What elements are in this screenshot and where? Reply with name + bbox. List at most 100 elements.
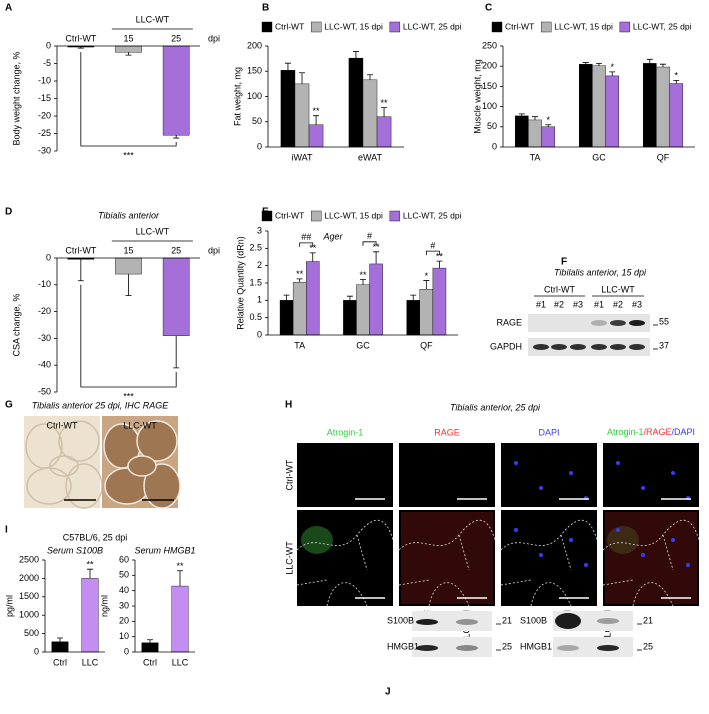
error-bar xyxy=(283,294,290,301)
chart-title: Tibialis anterior xyxy=(98,210,160,220)
band xyxy=(533,344,549,350)
fluorescence-image xyxy=(501,510,597,606)
band xyxy=(570,344,586,350)
row-label: HMGB1 xyxy=(520,641,552,651)
row-label: S100B xyxy=(520,615,547,625)
error-bar xyxy=(673,79,680,84)
blot xyxy=(528,314,650,332)
lane-label: #1 xyxy=(594,299,604,309)
y-tick-label: 2.5 xyxy=(249,243,262,253)
y-tick-label: -20 xyxy=(38,306,51,316)
muscle-fiber xyxy=(26,467,72,505)
column-label: RAGE xyxy=(434,427,460,437)
error-bar xyxy=(299,72,305,84)
column-label: DAPI xyxy=(538,427,559,437)
bar xyxy=(356,284,370,336)
y-axis-label: Relative Quantity (dRn) xyxy=(235,236,245,330)
legend-swatch xyxy=(261,21,273,33)
y-tick-label: 0.5 xyxy=(249,312,262,322)
fluorescence-image xyxy=(297,510,393,606)
band xyxy=(416,619,438,625)
legend-label: LLC-WT, 25 dpi xyxy=(403,210,462,220)
panel-letter: A xyxy=(5,3,12,14)
panel-letter: B xyxy=(262,3,269,14)
row-label: Ctrl-WT xyxy=(284,459,294,490)
y-tick-label: 20 xyxy=(119,616,129,626)
chart-title: Serum HMGB1 xyxy=(134,545,195,555)
y-tick-label: 50 xyxy=(119,570,129,580)
merge-part: /DAPI xyxy=(672,427,696,437)
y-tick-label: 50 xyxy=(252,116,262,126)
error-bar xyxy=(125,274,132,296)
error-bar xyxy=(309,252,316,262)
nucleus xyxy=(569,471,573,475)
significance-label: ** xyxy=(86,560,94,570)
x-tick-label: GC xyxy=(356,340,370,350)
x-tick-label: QF xyxy=(420,340,433,350)
comparison-label: # xyxy=(430,241,435,251)
panel-letter: C xyxy=(485,3,492,14)
x-tick-label: TA xyxy=(294,340,305,350)
chart-title: Serum S100B xyxy=(47,545,103,555)
y-tick-label: 0 xyxy=(257,329,262,339)
bar xyxy=(348,57,364,148)
legend-swatch xyxy=(311,210,322,222)
x-tick-label: 25 xyxy=(171,33,181,43)
error-bar xyxy=(173,135,180,139)
nucleus xyxy=(616,461,620,465)
band xyxy=(597,645,619,651)
merge-part: /RAGE xyxy=(644,427,672,437)
y-tick-label: 1 xyxy=(257,295,262,305)
y-tick-label: -40 xyxy=(38,360,51,370)
nucleus xyxy=(514,528,518,532)
nucleus xyxy=(686,563,690,567)
error-bar xyxy=(177,570,183,587)
nucleus xyxy=(584,563,588,567)
group-label: Ctrl-WT xyxy=(544,284,575,294)
x-tick-label: Ctrl-WT xyxy=(65,245,96,255)
bar xyxy=(406,300,420,336)
nucleus xyxy=(539,486,543,490)
bar xyxy=(642,63,657,148)
error-bar xyxy=(660,63,666,68)
error-bar xyxy=(367,74,373,80)
column-label: Atrogin-1 xyxy=(327,427,364,437)
x-tick-label: LLC xyxy=(172,657,189,667)
x-tick-label: iWAT xyxy=(292,152,313,162)
y-tick-label: 2500 xyxy=(19,554,39,564)
bar xyxy=(605,75,620,148)
y-tick-label: 200 xyxy=(247,40,262,50)
y-tick-label: 3 xyxy=(257,225,262,235)
x-tick-label: eWAT xyxy=(358,152,383,162)
band xyxy=(416,645,438,651)
y-tick-label: 0 xyxy=(46,40,51,50)
lane-label: #3 xyxy=(632,299,642,309)
fiber-outline xyxy=(398,519,496,607)
error-bar xyxy=(609,71,616,76)
nucleus xyxy=(671,538,675,542)
nucleus xyxy=(569,538,573,542)
row-label: GAPDH xyxy=(490,341,522,351)
x-tick-label: Ctrl xyxy=(53,657,67,667)
panel-letter: D xyxy=(5,207,12,218)
x-tick-label: TA xyxy=(530,152,541,162)
bar xyxy=(162,45,190,136)
y-tick-label: 0 xyxy=(492,141,497,151)
error-bar xyxy=(125,52,132,56)
legend-swatch xyxy=(389,21,401,33)
bar xyxy=(362,79,378,148)
comparison-label: *** xyxy=(123,150,134,160)
bar xyxy=(306,261,320,336)
column-label: LLC-WT xyxy=(123,420,157,430)
x-tick-label: GC xyxy=(592,152,606,162)
legend-swatch xyxy=(261,210,273,222)
nucleus xyxy=(641,553,645,557)
legend-swatch xyxy=(389,210,401,222)
y-tick-label: -20 xyxy=(38,110,51,120)
fluorescence-image xyxy=(399,443,495,507)
bar xyxy=(292,282,307,336)
group-label: LLC-WT xyxy=(136,226,170,236)
error-bar xyxy=(532,116,538,120)
comparison-label: ## xyxy=(301,232,311,242)
